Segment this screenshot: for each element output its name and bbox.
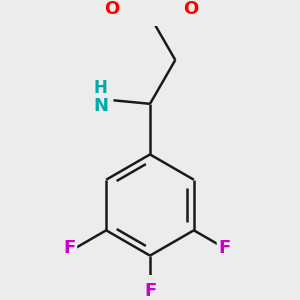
Text: O: O [104,0,119,18]
Text: F: F [218,239,230,257]
Text: F: F [64,239,76,257]
Text: F: F [144,282,156,300]
Text: N: N [93,97,108,115]
Text: O: O [183,0,198,18]
Text: H: H [94,79,108,97]
